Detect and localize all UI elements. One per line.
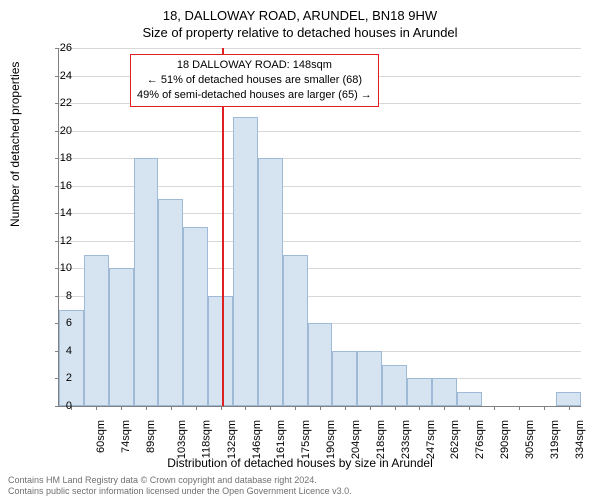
x-tick-mark: [146, 406, 147, 410]
y-tick-label: 10: [48, 262, 72, 274]
footer-line2: Contains public sector information licen…: [8, 486, 592, 497]
y-tick-label: 14: [48, 207, 72, 219]
y-tick-label: 18: [48, 152, 72, 164]
x-tick-mark: [171, 406, 172, 410]
x-tick-mark: [419, 406, 420, 410]
x-tick-mark: [245, 406, 246, 410]
histogram-bar: [556, 392, 581, 406]
x-tick-label: 334sqm: [574, 420, 586, 459]
x-tick-mark: [320, 406, 321, 410]
x-tick-mark: [494, 406, 495, 410]
y-tick-label: 22: [48, 97, 72, 109]
y-tick-label: 8: [48, 290, 72, 302]
x-tick-mark: [221, 406, 222, 410]
annotation-line: ← 51% of detached houses are smaller (68…: [137, 73, 372, 88]
x-tick-mark: [370, 406, 371, 410]
x-tick-label: 290sqm: [499, 420, 511, 459]
x-tick-label: 118sqm: [200, 420, 212, 458]
x-tick-label: 276sqm: [474, 420, 486, 459]
histogram-bar: [308, 323, 333, 406]
x-tick-label: 204sqm: [350, 420, 362, 459]
histogram-bar: [407, 378, 432, 406]
y-axis-label: Number of detached properties: [8, 62, 22, 227]
histogram-bar: [233, 117, 258, 406]
histogram-bar: [258, 158, 283, 406]
x-tick-label: 89sqm: [145, 420, 157, 453]
x-tick-label: 161sqm: [276, 420, 288, 459]
x-tick-mark: [519, 406, 520, 410]
y-tick-label: 0: [48, 400, 72, 412]
y-tick-label: 24: [48, 70, 72, 82]
histogram-bar: [84, 255, 109, 406]
y-tick-label: 16: [48, 180, 72, 192]
x-tick-mark: [121, 406, 122, 410]
y-tick-label: 12: [48, 235, 72, 247]
x-tick-mark: [196, 406, 197, 410]
x-tick-mark: [569, 406, 570, 410]
x-tick-label: 319sqm: [549, 420, 561, 459]
histogram-bar: [208, 296, 233, 406]
x-tick-label: 103sqm: [176, 420, 188, 459]
x-tick-label: 132sqm: [226, 420, 238, 459]
footer-line1: Contains HM Land Registry data © Crown c…: [8, 475, 592, 486]
annotation-box: 18 DALLOWAY ROAD: 148sqm← 51% of detache…: [130, 54, 379, 107]
x-tick-label: 247sqm: [425, 420, 437, 459]
x-tick-label: 175sqm: [300, 420, 312, 459]
gridline: [59, 48, 581, 49]
x-tick-label: 60sqm: [95, 420, 107, 453]
x-tick-mark: [444, 406, 445, 410]
x-tick-mark: [270, 406, 271, 410]
histogram-bar: [357, 351, 382, 406]
x-tick-label: 190sqm: [325, 420, 337, 459]
histogram-bar: [109, 268, 134, 406]
histogram-bar: [457, 392, 482, 406]
gridline: [59, 131, 581, 132]
x-tick-label: 262sqm: [450, 420, 462, 459]
x-tick-label: 218sqm: [375, 420, 387, 459]
histogram-bar: [183, 227, 208, 406]
x-tick-label: 305sqm: [524, 420, 536, 459]
x-tick-mark: [469, 406, 470, 410]
x-tick-label: 233sqm: [400, 420, 412, 459]
x-tick-label: 74sqm: [120, 420, 132, 453]
y-tick-label: 6: [48, 317, 72, 329]
histogram-bar: [158, 199, 183, 406]
histogram-bar: [332, 351, 357, 406]
annotation-line: 18 DALLOWAY ROAD: 148sqm: [137, 58, 372, 73]
chart-title-line1: 18, DALLOWAY ROAD, ARUNDEL, BN18 9HW: [0, 0, 600, 23]
footer-attribution: Contains HM Land Registry data © Crown c…: [8, 475, 592, 498]
x-tick-mark: [345, 406, 346, 410]
histogram-bar: [134, 158, 159, 406]
x-tick-mark: [96, 406, 97, 410]
x-tick-mark: [295, 406, 296, 410]
x-tick-mark: [544, 406, 545, 410]
annotation-line: 49% of semi-detached houses are larger (…: [137, 88, 372, 103]
x-tick-label: 146sqm: [251, 420, 263, 459]
y-tick-label: 20: [48, 125, 72, 137]
y-tick-label: 2: [48, 372, 72, 384]
histogram-bar: [432, 378, 457, 406]
y-tick-label: 26: [48, 42, 72, 54]
y-tick-label: 4: [48, 345, 72, 357]
histogram-bar: [283, 255, 308, 406]
x-tick-mark: [395, 406, 396, 410]
chart-title-line2: Size of property relative to detached ho…: [0, 23, 600, 40]
histogram-bar: [382, 365, 407, 406]
